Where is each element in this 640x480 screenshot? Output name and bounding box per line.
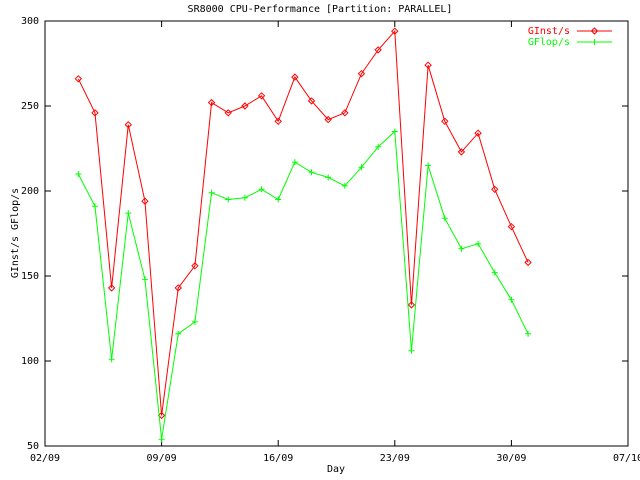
point	[91, 109, 99, 117]
point	[308, 169, 315, 176]
point	[158, 436, 165, 443]
x-tick-label: 07/10	[613, 453, 640, 464]
x-tick-label: 02/09	[30, 453, 60, 464]
y-tick-label: 50	[27, 441, 39, 452]
point	[325, 174, 332, 181]
point	[125, 210, 132, 217]
x-tick-label: 30/09	[496, 453, 526, 464]
point	[124, 120, 132, 129]
point	[425, 162, 432, 169]
point	[307, 97, 316, 105]
point	[225, 196, 232, 203]
y-tick-label: 100	[21, 356, 39, 367]
point	[391, 128, 398, 135]
point	[291, 159, 298, 166]
plot-frame	[44, 20, 629, 447]
point	[441, 215, 448, 222]
point	[474, 129, 482, 137]
point	[224, 109, 232, 117]
point	[174, 284, 182, 292]
point	[341, 109, 349, 117]
point	[491, 185, 499, 194]
point	[275, 196, 282, 203]
point	[441, 117, 449, 126]
point	[475, 240, 482, 247]
point	[524, 258, 532, 267]
y-tick-label: 250	[21, 101, 39, 112]
point	[75, 171, 82, 177]
point	[357, 69, 366, 78]
point	[358, 164, 365, 171]
chart-title: SR8000 CPU-Performance [Partition: PARAL…	[188, 4, 453, 15]
point	[457, 148, 466, 156]
y-tick-label: 300	[21, 16, 39, 27]
x-tick-label: 09/09	[147, 453, 177, 464]
point	[491, 269, 498, 276]
y-axis-label: GInst/s GFlop/s	[10, 188, 21, 278]
x-tick-label: 16/09	[263, 453, 293, 464]
point	[191, 318, 198, 325]
point	[141, 197, 149, 205]
legend-marker	[591, 39, 598, 45]
point	[257, 92, 266, 100]
point	[408, 347, 415, 354]
y-tick-label: 150	[21, 271, 39, 282]
y-tick-label: 200	[21, 186, 39, 197]
series-line	[77, 29, 529, 416]
point	[374, 46, 382, 54]
point	[391, 27, 399, 35]
point	[208, 189, 215, 196]
point	[207, 98, 216, 107]
legend-marker	[590, 27, 599, 35]
point	[291, 73, 299, 81]
point	[157, 411, 166, 420]
point	[258, 186, 265, 193]
point	[241, 194, 248, 201]
point	[107, 284, 116, 292]
point	[74, 75, 83, 83]
point	[458, 245, 465, 252]
point	[241, 102, 249, 110]
point	[407, 301, 416, 309]
point	[274, 117, 282, 126]
point	[191, 262, 199, 270]
point	[508, 296, 515, 303]
point	[424, 61, 432, 69]
point	[341, 182, 348, 189]
point	[108, 356, 115, 363]
legend-label: GFlop/s	[528, 37, 570, 48]
x-axis-label: Day	[327, 464, 345, 475]
point	[525, 330, 532, 337]
point	[324, 115, 332, 124]
point	[175, 330, 182, 337]
point	[375, 143, 382, 150]
point	[507, 222, 516, 231]
point	[141, 276, 148, 283]
legend-label: GInst/s	[528, 26, 570, 37]
series-line	[77, 130, 529, 440]
point	[91, 203, 98, 210]
x-tick-label: 23/09	[380, 453, 410, 464]
